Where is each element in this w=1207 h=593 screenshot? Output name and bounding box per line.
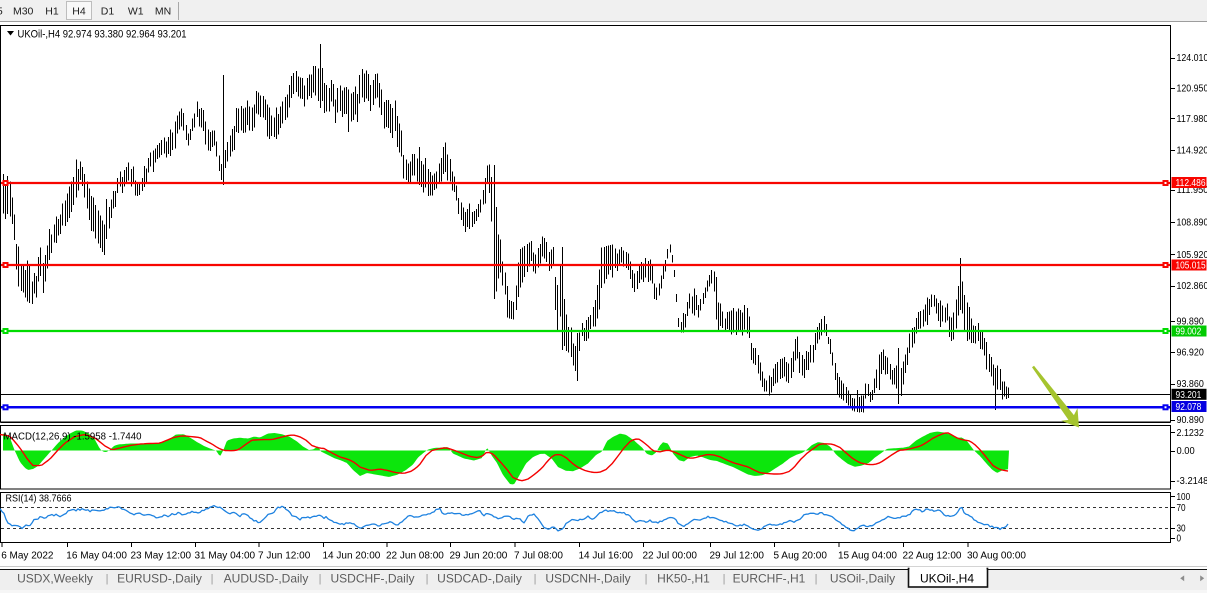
svg-text:99.890: 99.890 [1177, 316, 1205, 327]
svg-text:2.1232: 2.1232 [1177, 428, 1205, 439]
svg-text:7 Jul 08:00: 7 Jul 08:00 [514, 551, 563, 562]
svg-text:29 Jul 12:00: 29 Jul 12:00 [710, 551, 765, 562]
svg-text:92.078: 92.078 [1176, 402, 1202, 413]
svg-text:USDX,Weekly: USDX,Weekly [17, 572, 93, 586]
svg-text:|: | [426, 573, 429, 585]
svg-text:7 Jun 12:00: 7 Jun 12:00 [258, 551, 311, 562]
svg-text:D1: D1 [101, 6, 115, 18]
svg-text:14 Jul 16:00: 14 Jul 16:00 [579, 551, 634, 562]
svg-text:H4: H4 [72, 6, 86, 18]
svg-text:0.00: 0.00 [1177, 446, 1196, 457]
svg-text:|: | [106, 573, 109, 585]
svg-text:UKOil-,H4: UKOil-,H4 [920, 572, 974, 586]
svg-text:5: 5 [0, 6, 3, 18]
svg-text:-3.2148: -3.2148 [1177, 476, 1207, 487]
svg-text:117.980: 117.980 [1177, 114, 1207, 125]
svg-text:100: 100 [1177, 492, 1191, 503]
svg-text:|: | [645, 573, 648, 585]
svg-text:23 May 12:00: 23 May 12:00 [131, 551, 192, 562]
svg-text:93.860: 93.860 [1177, 379, 1205, 390]
svg-text:|: | [211, 573, 214, 585]
svg-text:30: 30 [1177, 523, 1186, 534]
svg-text:14 Jun 20:00: 14 Jun 20:00 [323, 551, 381, 562]
svg-text:USDCHF-,Daily: USDCHF-,Daily [331, 572, 415, 586]
svg-text:AUDUSD-,Daily: AUDUSD-,Daily [224, 572, 309, 586]
svg-text:|: | [723, 573, 726, 585]
svg-text:0: 0 [1177, 534, 1182, 545]
svg-text:70: 70 [1177, 503, 1186, 514]
svg-text:22 Jul 00:00: 22 Jul 00:00 [643, 551, 698, 562]
svg-text:114.920: 114.920 [1177, 146, 1207, 157]
svg-text:15 Aug 04:00: 15 Aug 04:00 [838, 551, 897, 562]
svg-text:5 Aug 20:00: 5 Aug 20:00 [774, 551, 828, 562]
svg-text:|: | [319, 573, 322, 585]
svg-text:93.201: 93.201 [1176, 390, 1202, 401]
svg-text:31 May 04:00: 31 May 04:00 [195, 551, 256, 562]
svg-text:|: | [534, 573, 537, 585]
svg-text:105.920: 105.920 [1177, 250, 1207, 261]
svg-text:USDCAD-,Daily: USDCAD-,Daily [437, 572, 522, 586]
svg-text:UKOil-,H4 92.974 93.380 92.96: UKOil-,H4 92.974 93.380 92.964 93.201 [18, 29, 187, 41]
svg-text:W1: W1 [128, 6, 144, 18]
svg-text:99.002: 99.002 [1176, 327, 1202, 338]
svg-text:29 Jun 20:00: 29 Jun 20:00 [450, 551, 508, 562]
svg-text:MN: MN [155, 6, 171, 18]
svg-text:6 May 2022: 6 May 2022 [1, 551, 54, 562]
svg-text:RSI(14) 38.7666: RSI(14) 38.7666 [6, 494, 72, 505]
svg-text:HK50-,H1: HK50-,H1 [657, 572, 710, 586]
svg-text:102.860: 102.860 [1177, 281, 1207, 292]
svg-text:EURUSD-,Daily: EURUSD-,Daily [117, 572, 202, 586]
svg-text:90.890: 90.890 [1177, 415, 1205, 426]
svg-text:|: | [815, 573, 818, 585]
svg-text:MACD(12,26,9) -1.5958 -1.7440: MACD(12,26,9) -1.5958 -1.7440 [4, 432, 142, 443]
svg-text:105.015: 105.015 [1176, 261, 1206, 272]
svg-text:EURCHF-,H1: EURCHF-,H1 [733, 572, 806, 586]
svg-text:30 Aug 00:00: 30 Aug 00:00 [967, 551, 1026, 562]
svg-text:USOil-,Daily: USOil-,Daily [830, 572, 895, 586]
svg-text:111.950: 111.950 [1177, 185, 1207, 196]
svg-text:22 Aug 12:00: 22 Aug 12:00 [903, 551, 962, 562]
svg-text:124.010: 124.010 [1177, 53, 1207, 64]
svg-text:22 Jun 08:00: 22 Jun 08:00 [386, 551, 444, 562]
svg-text:USDCNH-,Daily: USDCNH-,Daily [545, 572, 630, 586]
svg-text:96.920: 96.920 [1177, 348, 1205, 359]
svg-text:H1: H1 [45, 6, 59, 18]
svg-text:112.486: 112.486 [1176, 178, 1206, 189]
svg-text:120.950: 120.950 [1177, 84, 1207, 95]
svg-text:16 May 04:00: 16 May 04:00 [66, 551, 127, 562]
svg-text:108.890: 108.890 [1177, 218, 1207, 229]
svg-text:M30: M30 [13, 6, 34, 18]
